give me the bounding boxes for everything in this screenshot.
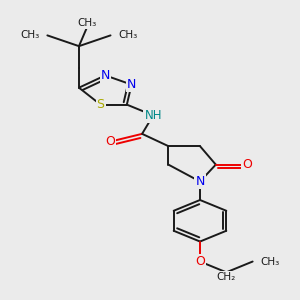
Text: O: O [195,255,205,268]
Text: O: O [242,158,252,171]
Text: O: O [106,135,116,148]
Text: CH₃: CH₃ [20,30,40,40]
Text: N: N [195,175,205,188]
Text: S: S [97,98,104,111]
Text: CH₃: CH₃ [260,256,280,266]
Text: CH₃: CH₃ [77,18,97,28]
Text: N: N [127,78,136,91]
Text: NH: NH [144,109,162,122]
Text: CH₂: CH₂ [217,272,236,282]
Text: N: N [100,69,110,82]
Text: CH₃: CH₃ [118,30,138,40]
